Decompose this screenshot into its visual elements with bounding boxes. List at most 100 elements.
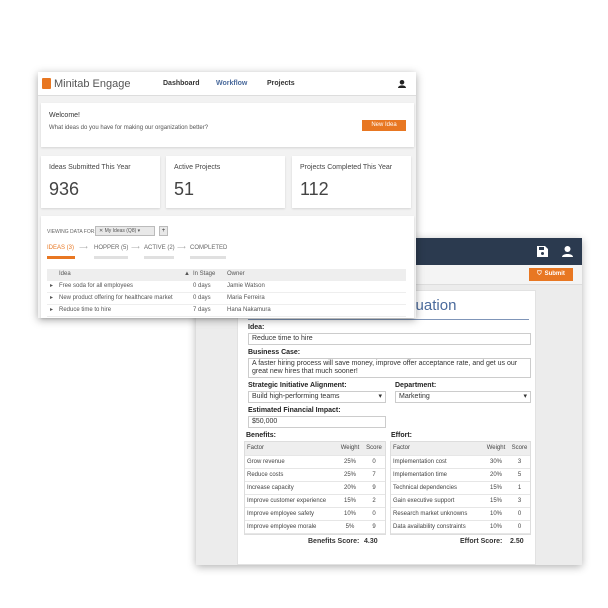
column-idea[interactable]: Idea [59, 271, 71, 277]
score-cell[interactable]: 0 [363, 507, 385, 521]
factor-cell: Grow revenue [245, 455, 337, 469]
financial-impact-input[interactable]: $50,000 [248, 416, 386, 428]
table-row[interactable]: ▸ Reduce time to hire 7 days Hana Nakamura [47, 305, 406, 317]
tab-indicator [94, 256, 128, 259]
score-cell[interactable]: 2 [363, 494, 385, 508]
score-cell[interactable]: 3 [509, 494, 530, 508]
viewing-label: VIEWING DATA FOR: [47, 229, 96, 235]
add-filter-button[interactable]: + [159, 226, 168, 236]
tab-indicator [144, 256, 174, 259]
owner-cell: Maria Ferreira [227, 295, 265, 301]
submit-button[interactable]: ⛉ Submit [529, 268, 573, 281]
stat-value: 112 [300, 179, 329, 199]
idea-cell: Reduce time to hire [59, 307, 112, 313]
stage-cell: 0 days [193, 283, 211, 289]
strategic-select[interactable]: Build high-performing teams [248, 391, 386, 403]
table-header: Factor Weight Score [245, 442, 385, 456]
column-header: Weight [337, 442, 363, 456]
benefits-score-label: Benefits Score: [308, 538, 360, 545]
business-case-label: Business Case: [248, 349, 301, 356]
tab-completed[interactable]: COMPLETED [190, 245, 228, 251]
score-cell[interactable]: 1 [509, 481, 530, 495]
benefits-label: Benefits: [246, 432, 276, 439]
effort-score-label: Effort Score: [460, 538, 503, 545]
user-icon[interactable] [398, 80, 406, 88]
weight-cell: 15% [483, 494, 509, 508]
score-cell[interactable]: 0 [509, 507, 530, 521]
arrow-icon: ⟶ [131, 245, 140, 251]
tab-hopper[interactable]: HOPPER (5) [94, 245, 129, 251]
score-cell[interactable]: 0 [363, 455, 385, 469]
dashboard-window: Minitab Engage Dashboard Workflow Projec… [38, 72, 416, 318]
business-case-textarea[interactable]: A faster hiring process will save money,… [248, 358, 531, 378]
score-cell[interactable]: 0 [509, 520, 530, 534]
workflow-panel: VIEWING DATA FOR: ✕ My Ideas (Q8) ▾ + IDE… [41, 216, 414, 318]
factor-cell: Increase capacity [245, 481, 337, 495]
score-cell[interactable]: 7 [363, 468, 385, 482]
sort-asc-icon[interactable]: ▲ [184, 271, 190, 277]
column-header: Weight [483, 442, 509, 456]
stage-cell: 7 days [193, 307, 211, 313]
tab-indicator [47, 256, 75, 259]
factor-cell: Implementation time [391, 468, 483, 482]
factor-cell: Improve employee morale [245, 520, 337, 534]
column-header: Score [509, 442, 530, 456]
idea-input[interactable]: Reduce time to hire [248, 333, 531, 345]
column-header: Score [363, 442, 385, 456]
stage-cell: 0 days [193, 295, 211, 301]
column-in-stage[interactable]: In Stage [193, 271, 216, 277]
new-idea-button[interactable]: New Idea [362, 120, 406, 131]
tab-active[interactable]: ACTIVE (2) [144, 245, 175, 251]
table-row: Implementation time 20% 5 [391, 468, 530, 482]
expand-icon[interactable]: ▸ [50, 295, 54, 301]
welcome-card: Welcome! What ideas do you have for maki… [41, 103, 414, 147]
weight-cell: 5% [337, 520, 363, 534]
expand-icon[interactable]: ▸ [50, 283, 54, 289]
score-cell[interactable]: 3 [509, 455, 530, 469]
score-cell[interactable]: 9 [363, 520, 385, 534]
nav-workflow[interactable]: Workflow [216, 80, 248, 87]
welcome-subtitle: What ideas do you have for making our or… [49, 125, 209, 131]
weight-cell: 25% [337, 468, 363, 482]
effort-score: 2.50 [510, 538, 524, 545]
nav-dashboard[interactable]: Dashboard [163, 80, 200, 87]
department-select[interactable]: Marketing [395, 391, 531, 403]
remove-icon[interactable]: ✕ [99, 228, 105, 234]
table-row: Gain executive support 15% 3 [391, 494, 530, 508]
score-cell[interactable]: 5 [509, 468, 530, 482]
table-header: Idea ▲ In Stage Owner [47, 269, 406, 281]
table-row: Technical dependencies 15% 1 [391, 481, 530, 495]
tab-ideas[interactable]: IDEAS (3) [47, 245, 75, 251]
effort-label: Effort: [391, 432, 412, 439]
score-cell[interactable]: 9 [363, 481, 385, 495]
expand-icon[interactable]: ▸ [50, 307, 54, 313]
weight-cell: 15% [337, 494, 363, 508]
stat-label: Active Projects [174, 164, 221, 171]
financial-impact-label: Estimated Financial Impact: [248, 407, 341, 414]
stat-value: 936 [49, 179, 80, 199]
factor-cell: Technical dependencies [391, 481, 483, 495]
user-icon[interactable] [562, 246, 573, 257]
stat-card-completed: Projects Completed This Year 112 [292, 156, 411, 208]
save-icon[interactable] [537, 246, 548, 257]
factor-cell: Reduce costs [245, 468, 337, 482]
factor-cell: Improve customer experience [245, 494, 337, 508]
column-owner[interactable]: Owner [227, 271, 245, 277]
table-row[interactable]: ▸ Free soda for all employees 0 days Jamie … [47, 281, 406, 293]
table-row: Implementation cost 30% 3 [391, 455, 530, 469]
nav-projects[interactable]: Projects [267, 80, 295, 87]
column-header: Factor [245, 442, 337, 456]
factor-cell: Data availability constraints [391, 520, 483, 534]
owner-cell: Jamie Watson [227, 283, 265, 289]
department-label: Department: [395, 382, 437, 389]
evaluation-form: Idea Evaluation Idea: Reduce time to hir… [237, 290, 536, 565]
weight-cell: 20% [483, 468, 509, 482]
table-row[interactable]: ▸ New product offering for healthcare mar… [47, 293, 406, 305]
stat-value: 51 [174, 179, 195, 199]
weight-cell: 10% [337, 507, 363, 521]
filter-select[interactable]: ✕ My Ideas (Q8) ▾ [95, 226, 155, 236]
column-header: Factor [391, 442, 483, 456]
tab-indicator [190, 256, 226, 259]
table-row: Grow revenue 25% 0 [245, 455, 385, 469]
welcome-title: Welcome! [49, 112, 80, 119]
